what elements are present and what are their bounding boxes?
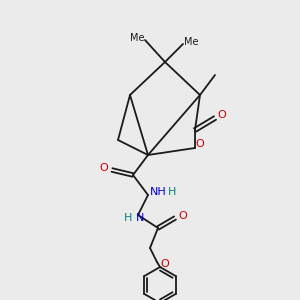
Text: N: N (136, 213, 144, 223)
Text: Me: Me (130, 33, 144, 43)
Text: O: O (196, 139, 204, 149)
Text: O: O (100, 163, 108, 173)
Text: O: O (178, 211, 188, 221)
Text: O: O (160, 259, 169, 269)
Text: NH: NH (150, 187, 166, 197)
Text: Me: Me (184, 37, 198, 47)
Text: O: O (218, 110, 226, 120)
Text: H: H (124, 213, 132, 223)
Text: H: H (168, 187, 176, 197)
